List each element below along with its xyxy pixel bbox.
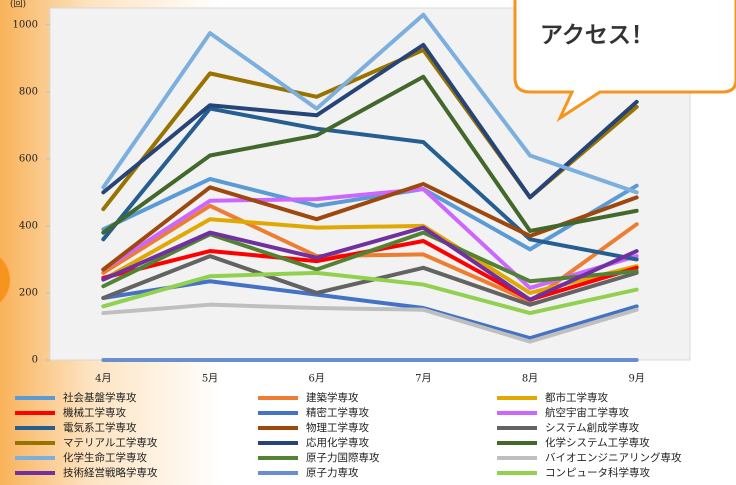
x-tick-label: 7月 xyxy=(415,373,431,385)
x-tick-label: 4月 xyxy=(95,373,111,385)
legend-label: 電気系工学専攻 xyxy=(63,421,137,434)
legend-label: 社会基盤学専攻 xyxy=(63,391,137,404)
legend-label: 都市工学専攻 xyxy=(545,391,608,404)
chart: (回) 0 200 400 600 800 1000 4月 5月 6月 7月 8月 9月 社会基盤学専… xyxy=(0,0,736,485)
legend-label: 原子力国際専攻 xyxy=(306,451,380,464)
y-tick-label: 400 xyxy=(19,220,38,231)
legend-label: 原子力専攻 xyxy=(306,466,359,479)
legend-label: 応用化学専攻 xyxy=(306,436,369,449)
y-axis-unit: (回) xyxy=(10,0,26,10)
callout-text: アクセス！ xyxy=(540,23,654,49)
legend-label: 化学生命工学専攻 xyxy=(63,451,147,464)
legend-label: システム創成学専攻 xyxy=(545,421,640,434)
legend-label: マテリアル工学専攻 xyxy=(63,436,158,449)
x-tick-label: 5月 xyxy=(202,373,218,385)
legend-label: 化学システム工学専攻 xyxy=(545,436,650,449)
legend-label: 物理工学専攻 xyxy=(306,421,369,434)
legend-label: 精密工学専攻 xyxy=(306,406,369,419)
x-tick-label: 8月 xyxy=(522,373,538,385)
legend-label: バイオエンジニアリング専攻 xyxy=(545,451,682,464)
x-tick-label: 6月 xyxy=(308,373,324,385)
y-tick-label: 0 xyxy=(32,355,38,366)
legend-label: 建築学専攻 xyxy=(306,391,359,404)
y-tick-label: 800 xyxy=(19,86,38,97)
y-tick-label: 600 xyxy=(19,153,38,164)
x-tick-label: 9月 xyxy=(628,373,644,385)
legend-label: 航空宇宙工学専攻 xyxy=(545,406,629,419)
legend-label: コンピュータ科学専攻 xyxy=(545,466,650,479)
legend-label: 機械工学専攻 xyxy=(63,406,126,419)
legend-label: 技術経営戦略学専攻 xyxy=(63,466,158,479)
y-tick-label: 200 xyxy=(19,287,38,298)
y-tick-label: 1000 xyxy=(13,19,38,30)
